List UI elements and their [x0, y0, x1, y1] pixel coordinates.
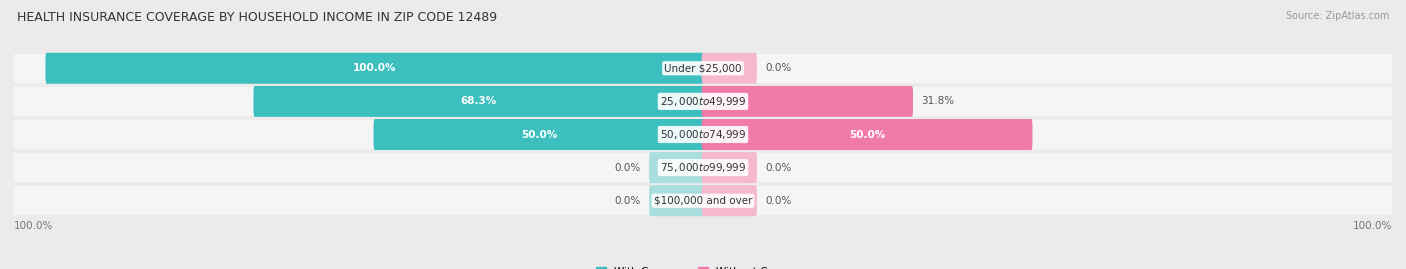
Text: $100,000 and over: $100,000 and over — [654, 196, 752, 206]
FancyBboxPatch shape — [45, 53, 704, 84]
Text: 100.0%: 100.0% — [353, 63, 396, 73]
Text: 0.0%: 0.0% — [614, 162, 641, 173]
FancyBboxPatch shape — [702, 152, 756, 183]
Text: 0.0%: 0.0% — [765, 63, 792, 73]
Text: 0.0%: 0.0% — [765, 196, 792, 206]
Text: 100.0%: 100.0% — [14, 221, 53, 231]
Bar — [14, 54, 1392, 83]
FancyBboxPatch shape — [650, 152, 704, 183]
FancyBboxPatch shape — [702, 119, 1032, 150]
Text: 50.0%: 50.0% — [849, 129, 886, 140]
Bar — [14, 153, 1392, 182]
Text: Source: ZipAtlas.com: Source: ZipAtlas.com — [1285, 11, 1389, 21]
Text: 68.3%: 68.3% — [461, 96, 498, 107]
Text: 31.8%: 31.8% — [921, 96, 955, 107]
Text: $50,000 to $74,999: $50,000 to $74,999 — [659, 128, 747, 141]
FancyBboxPatch shape — [702, 53, 756, 84]
Bar — [14, 186, 1392, 215]
Text: 100.0%: 100.0% — [1353, 221, 1392, 231]
Text: $75,000 to $99,999: $75,000 to $99,999 — [659, 161, 747, 174]
FancyBboxPatch shape — [702, 86, 912, 117]
Text: 0.0%: 0.0% — [614, 196, 641, 206]
Legend: With Coverage, Without Coverage: With Coverage, Without Coverage — [592, 263, 814, 269]
Text: 0.0%: 0.0% — [765, 162, 792, 173]
FancyBboxPatch shape — [253, 86, 704, 117]
FancyBboxPatch shape — [702, 185, 756, 216]
FancyBboxPatch shape — [650, 185, 704, 216]
Bar — [14, 87, 1392, 116]
Text: $25,000 to $49,999: $25,000 to $49,999 — [659, 95, 747, 108]
Text: 50.0%: 50.0% — [520, 129, 557, 140]
Bar — [14, 120, 1392, 149]
Text: HEALTH INSURANCE COVERAGE BY HOUSEHOLD INCOME IN ZIP CODE 12489: HEALTH INSURANCE COVERAGE BY HOUSEHOLD I… — [17, 11, 496, 24]
FancyBboxPatch shape — [374, 119, 704, 150]
Text: Under $25,000: Under $25,000 — [664, 63, 742, 73]
